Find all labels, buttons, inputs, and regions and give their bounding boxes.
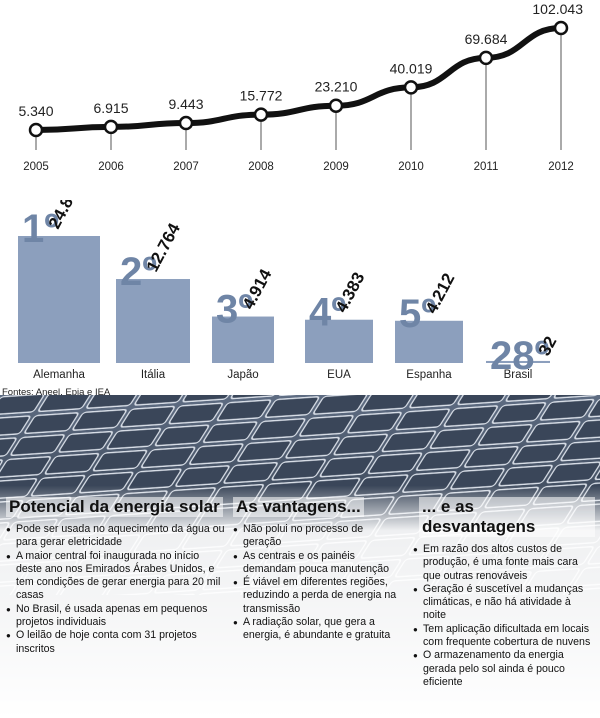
data-label: 102.043 <box>532 1 583 17</box>
rank-label: 1º <box>22 207 59 251</box>
x-tick-label: 2006 <box>98 161 124 173</box>
list-item: As centrais e os painéis demandam pouca … <box>233 550 401 577</box>
column-title: As vantagens... <box>233 497 364 517</box>
column-title: ... e as desvantagens <box>419 497 595 537</box>
bar-chart: 1º24.875Alemanha2º12.764Itália3º4.914Jap… <box>18 200 560 381</box>
x-tick-label: 2010 <box>398 161 424 173</box>
x-tick-label: Japão <box>227 369 258 381</box>
data-point <box>253 107 269 122</box>
x-tick-label: 2008 <box>248 161 274 173</box>
bar <box>212 316 274 363</box>
data-label: 69.684 <box>465 31 508 47</box>
bar <box>305 319 373 363</box>
data-label: 24.875 <box>45 200 86 232</box>
x-tick-label: 2012 <box>548 161 574 173</box>
bar <box>18 236 100 363</box>
data-label: 12.764 <box>143 220 184 275</box>
x-tick-label: Espanha <box>406 369 452 381</box>
list-item: O armazenamento da energia gerada pelo s… <box>413 649 595 689</box>
x-tick-label: Alemanha <box>33 369 85 381</box>
data-point <box>328 98 344 113</box>
list-item: Tem aplicação dificultada em locais com … <box>413 623 595 650</box>
list-item: É viável em diferentes regiões, reduzind… <box>233 576 401 616</box>
data-label: 9.443 <box>168 96 203 112</box>
x-tick-label: Brasil <box>504 369 533 381</box>
list-item: O leilão de hoje conta com 31 projetos i… <box>6 629 226 656</box>
x-tick-label: 2011 <box>474 161 499 173</box>
list-item: Pode ser usada no aquecimento da água ou… <box>6 523 226 550</box>
rank-label: 2º <box>120 250 157 294</box>
x-tick-label: 2009 <box>323 161 349 173</box>
data-point <box>178 115 194 131</box>
list-item: Não polui no processo de geração <box>233 523 401 550</box>
data-point <box>103 119 119 135</box>
column-disadvantages: ... e as desvantagens Em razão dos altos… <box>413 497 595 689</box>
data-label: 5.340 <box>18 103 53 119</box>
data-point <box>478 50 494 66</box>
data-point <box>553 20 569 36</box>
rank-label: 5º <box>399 292 436 336</box>
data-point <box>28 122 44 138</box>
rank-label: 3º <box>216 288 253 332</box>
x-tick-label: 2007 <box>173 161 199 173</box>
column-advantages: As vantagens... Não polui no processo de… <box>233 497 401 643</box>
list-item: No Brasil, é usada apenas em pequenos pr… <box>6 603 226 630</box>
bar <box>486 360 550 363</box>
data-point <box>403 80 419 95</box>
source-note: Fontes: Aneel, Epia e IEA <box>2 387 111 398</box>
bar <box>116 279 190 363</box>
list-item: A radiação solar, que gera a energia, é … <box>233 616 401 643</box>
data-label: 15.772 <box>240 88 283 104</box>
data-label: 6.915 <box>93 100 128 116</box>
line-chart: 5.340 2005 6.915 2006 9.443 2007 15.772 2008 23.… <box>18 1 583 173</box>
column-potential: Potencial da energia solar Pode ser usad… <box>6 497 226 656</box>
column-title: Potencial da energia solar <box>6 497 223 517</box>
list-item: A maior central foi inaugurada no início… <box>6 550 226 603</box>
list-item: Geração é suscetível a mudanças climátic… <box>413 583 595 623</box>
bar <box>395 320 463 363</box>
rank-label: 4º <box>309 291 346 335</box>
data-label: 40.019 <box>390 60 433 76</box>
list-item: Em razão dos altos custos de produção, é… <box>413 543 595 583</box>
data-label: 23.210 <box>315 79 358 95</box>
x-tick-label: 2005 <box>23 161 49 173</box>
x-tick-label: EUA <box>327 369 351 381</box>
rank-label: 28º <box>490 334 549 378</box>
x-tick-label: Itália <box>141 369 166 381</box>
